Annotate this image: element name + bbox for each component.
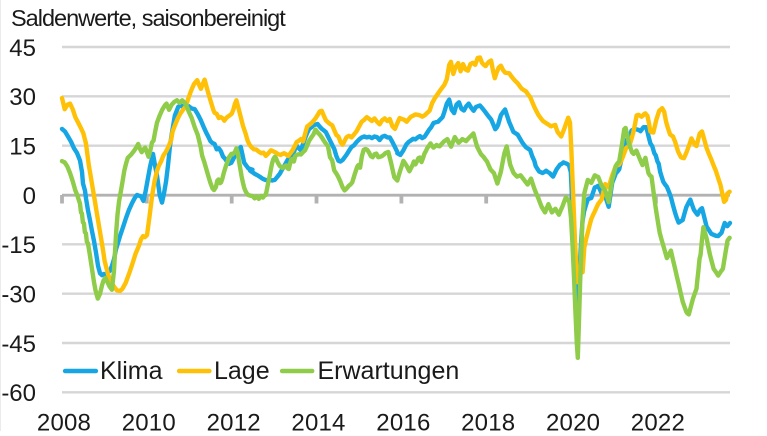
svg-text:2014: 2014 [291, 410, 345, 432]
svg-text:Klima: Klima [100, 357, 163, 385]
svg-text:45: 45 [9, 35, 36, 62]
svg-text:2016: 2016 [376, 410, 430, 432]
svg-text:2022: 2022 [631, 410, 685, 432]
svg-text:2012: 2012 [207, 410, 261, 432]
svg-text:2018: 2018 [461, 410, 515, 432]
svg-text:Erwartungen: Erwartungen [318, 357, 460, 385]
svg-text:2020: 2020 [546, 410, 600, 432]
svg-text:30: 30 [9, 84, 36, 111]
svg-text:0: 0 [23, 183, 36, 210]
svg-text:Saldenwerte, saisonbereinigt: Saldenwerte, saisonbereinigt [11, 5, 286, 31]
svg-text:-15: -15 [1, 232, 36, 259]
svg-text:-45: -45 [1, 331, 36, 358]
svg-text:Lage: Lage [214, 357, 270, 385]
svg-text:2010: 2010 [122, 410, 176, 432]
svg-text:-60: -60 [1, 380, 36, 407]
svg-text:-30: -30 [1, 282, 36, 309]
svg-text:2008: 2008 [37, 410, 91, 432]
svg-text:15: 15 [9, 134, 36, 161]
